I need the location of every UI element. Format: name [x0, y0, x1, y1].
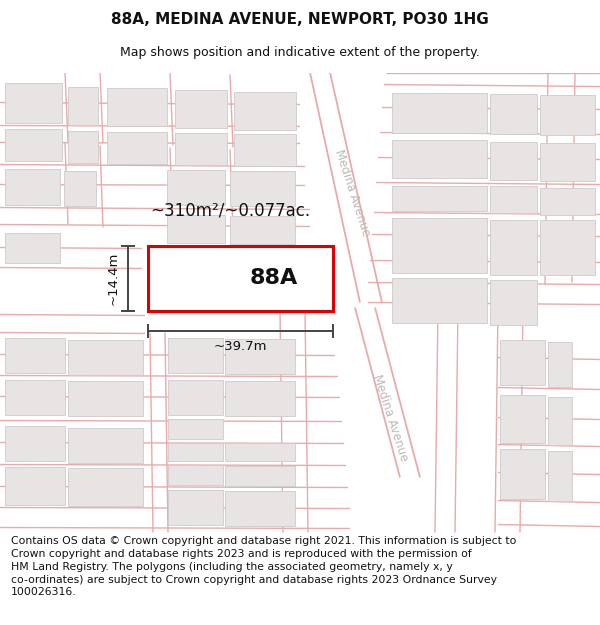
Bar	[5, 426, 65, 461]
Bar	[225, 466, 295, 486]
Bar	[540, 94, 595, 134]
Bar	[5, 466, 65, 504]
Bar	[490, 186, 537, 213]
Bar	[168, 379, 223, 414]
Text: Map shows position and indicative extent of the property.: Map shows position and indicative extent…	[120, 46, 480, 59]
Text: Medina Avenue: Medina Avenue	[332, 148, 372, 238]
Bar	[225, 339, 295, 374]
Bar	[392, 186, 487, 211]
Bar	[225, 442, 295, 461]
Text: ~39.7m: ~39.7m	[214, 339, 267, 352]
Bar	[107, 131, 167, 164]
Bar	[490, 141, 537, 179]
Bar	[548, 396, 572, 444]
Bar	[500, 339, 545, 384]
Bar	[68, 339, 143, 374]
Bar	[64, 171, 96, 206]
Bar	[500, 394, 545, 442]
Bar	[500, 449, 545, 499]
Text: Medina Avenue: Medina Avenue	[370, 372, 410, 462]
Bar	[234, 134, 296, 166]
Bar	[168, 464, 223, 484]
Bar	[5, 232, 60, 262]
Bar	[107, 88, 167, 126]
Bar	[5, 169, 60, 204]
Bar	[540, 188, 595, 214]
Bar	[5, 379, 65, 414]
Bar	[168, 442, 223, 461]
Bar	[68, 468, 143, 506]
Bar	[68, 428, 143, 462]
Bar	[68, 131, 98, 162]
Text: ~14.4m: ~14.4m	[107, 251, 120, 304]
Bar	[230, 216, 295, 244]
Text: 88A, MEDINA AVENUE, NEWPORT, PO30 1HG: 88A, MEDINA AVENUE, NEWPORT, PO30 1HG	[111, 12, 489, 27]
Bar	[234, 91, 296, 129]
Bar	[5, 338, 65, 372]
Bar	[392, 92, 487, 132]
Text: Contains OS data © Crown copyright and database right 2021. This information is : Contains OS data © Crown copyright and d…	[11, 536, 516, 598]
Bar	[548, 341, 572, 386]
Bar	[548, 451, 572, 501]
Bar	[175, 89, 227, 127]
Bar	[230, 171, 295, 206]
Bar	[490, 279, 537, 324]
Bar	[175, 132, 227, 164]
Text: 88A: 88A	[250, 268, 298, 288]
Bar	[5, 129, 62, 161]
Bar	[392, 278, 487, 322]
Bar	[225, 381, 295, 416]
Bar	[392, 217, 487, 272]
Bar	[148, 246, 333, 311]
Bar	[5, 82, 62, 122]
Bar	[168, 338, 223, 372]
Bar	[168, 419, 223, 439]
Bar	[490, 219, 537, 274]
Bar	[68, 381, 143, 416]
Bar	[68, 86, 98, 124]
Text: ~310m²/~0.077ac.: ~310m²/~0.077ac.	[150, 201, 310, 219]
Bar	[490, 94, 537, 134]
Bar	[540, 142, 595, 181]
Bar	[167, 214, 225, 243]
Bar	[540, 219, 595, 274]
Bar	[167, 169, 225, 204]
Bar	[225, 491, 295, 526]
Bar	[168, 489, 223, 524]
Bar	[392, 139, 487, 177]
